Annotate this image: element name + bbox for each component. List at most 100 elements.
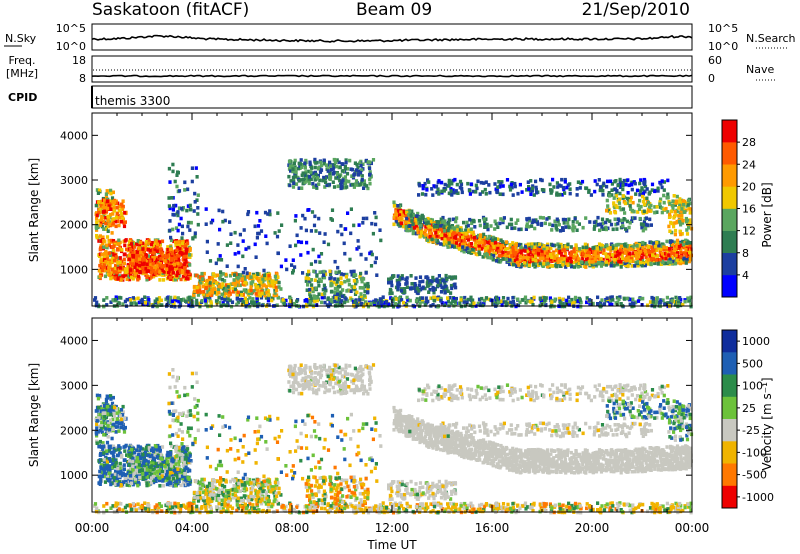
power-cell xyxy=(484,192,488,196)
power-cell xyxy=(154,271,158,275)
power-cell xyxy=(367,302,371,306)
power-cell xyxy=(467,297,471,302)
power-cell xyxy=(309,262,313,266)
power-cell xyxy=(318,231,322,235)
power-cell xyxy=(354,179,359,183)
power-cell xyxy=(658,300,662,305)
power-cell xyxy=(476,301,480,306)
power-cell xyxy=(572,249,576,254)
power-cell xyxy=(396,204,400,208)
power-cell xyxy=(551,243,555,247)
power-cell xyxy=(631,297,635,302)
power-cell xyxy=(578,298,582,302)
power-cell xyxy=(154,273,158,278)
power-cell xyxy=(247,245,251,250)
power-cell xyxy=(217,284,222,289)
power-cell xyxy=(167,196,171,200)
power-cell xyxy=(662,193,666,198)
power-cell xyxy=(184,251,188,256)
power-cell xyxy=(166,245,170,249)
power-cell xyxy=(662,200,666,205)
power-cell xyxy=(311,182,315,186)
power-cell xyxy=(218,254,222,258)
power-cell xyxy=(523,249,527,253)
power-cell xyxy=(454,296,458,301)
power-cell xyxy=(169,298,173,303)
power-cell xyxy=(323,232,327,236)
power-cell xyxy=(605,184,609,189)
power-cell xyxy=(103,274,108,279)
power-cell xyxy=(399,221,403,226)
power-cell xyxy=(114,263,118,268)
power-cell xyxy=(638,198,642,203)
power-cell xyxy=(174,226,179,230)
power-cell xyxy=(219,258,224,262)
power-cell xyxy=(131,254,135,258)
power-cell xyxy=(121,204,125,209)
power-cell xyxy=(379,238,383,243)
power-cell xyxy=(637,297,642,301)
power-cell xyxy=(242,228,246,232)
power-cell xyxy=(406,297,410,302)
power-cell xyxy=(174,243,178,248)
power-cell xyxy=(119,296,123,300)
power-cell xyxy=(187,300,191,305)
power-cell xyxy=(462,239,466,243)
power-cell xyxy=(403,287,407,291)
power-cell xyxy=(513,181,517,186)
power-cell xyxy=(196,206,200,210)
power-cell xyxy=(462,300,466,304)
power-cell xyxy=(303,161,307,166)
power-cell xyxy=(501,240,505,244)
power-cell xyxy=(483,187,487,192)
power-cell xyxy=(152,272,156,277)
power-cell xyxy=(168,180,172,184)
power-cell xyxy=(181,275,185,279)
power-cell xyxy=(344,160,348,165)
power-cell xyxy=(358,182,362,187)
power-cell xyxy=(368,177,372,182)
power-cell xyxy=(457,247,462,251)
power-cell xyxy=(392,200,396,205)
power-cell xyxy=(102,213,106,217)
power-cell xyxy=(530,186,535,191)
power-cell xyxy=(287,174,291,179)
power-cell xyxy=(150,270,154,275)
power-cell xyxy=(436,304,440,309)
power-cell xyxy=(461,245,465,249)
power-cell xyxy=(118,260,122,265)
power-cell xyxy=(396,281,400,286)
power-cell xyxy=(661,298,665,303)
power-cell xyxy=(546,261,550,266)
power-cell xyxy=(147,303,151,307)
power-cell xyxy=(113,297,118,302)
power-cell xyxy=(681,242,685,247)
power-cell xyxy=(668,212,672,217)
power-cell xyxy=(180,247,184,252)
power-cell xyxy=(166,301,170,305)
power-cell xyxy=(463,295,467,300)
power-cell xyxy=(142,255,146,260)
power-cell xyxy=(217,295,221,300)
power-cell xyxy=(374,222,378,227)
power-cell xyxy=(335,287,340,292)
power-cell xyxy=(679,213,683,218)
power-cell xyxy=(265,241,269,246)
power-cell xyxy=(322,158,326,163)
power-cell xyxy=(593,189,597,194)
power-cell xyxy=(451,299,455,304)
power-cell xyxy=(204,302,208,307)
power-cell xyxy=(444,301,448,306)
power-cell xyxy=(370,221,374,226)
power-cell xyxy=(687,225,691,230)
power-cell xyxy=(493,237,497,241)
power-cell xyxy=(446,296,450,300)
power-cell xyxy=(111,199,115,204)
power-cell xyxy=(656,186,660,191)
power-cell xyxy=(494,301,498,306)
power-cell xyxy=(489,246,493,250)
power-cell xyxy=(194,166,198,170)
power-cell xyxy=(209,302,213,306)
power-cell xyxy=(177,254,181,258)
power-cell xyxy=(647,250,651,255)
